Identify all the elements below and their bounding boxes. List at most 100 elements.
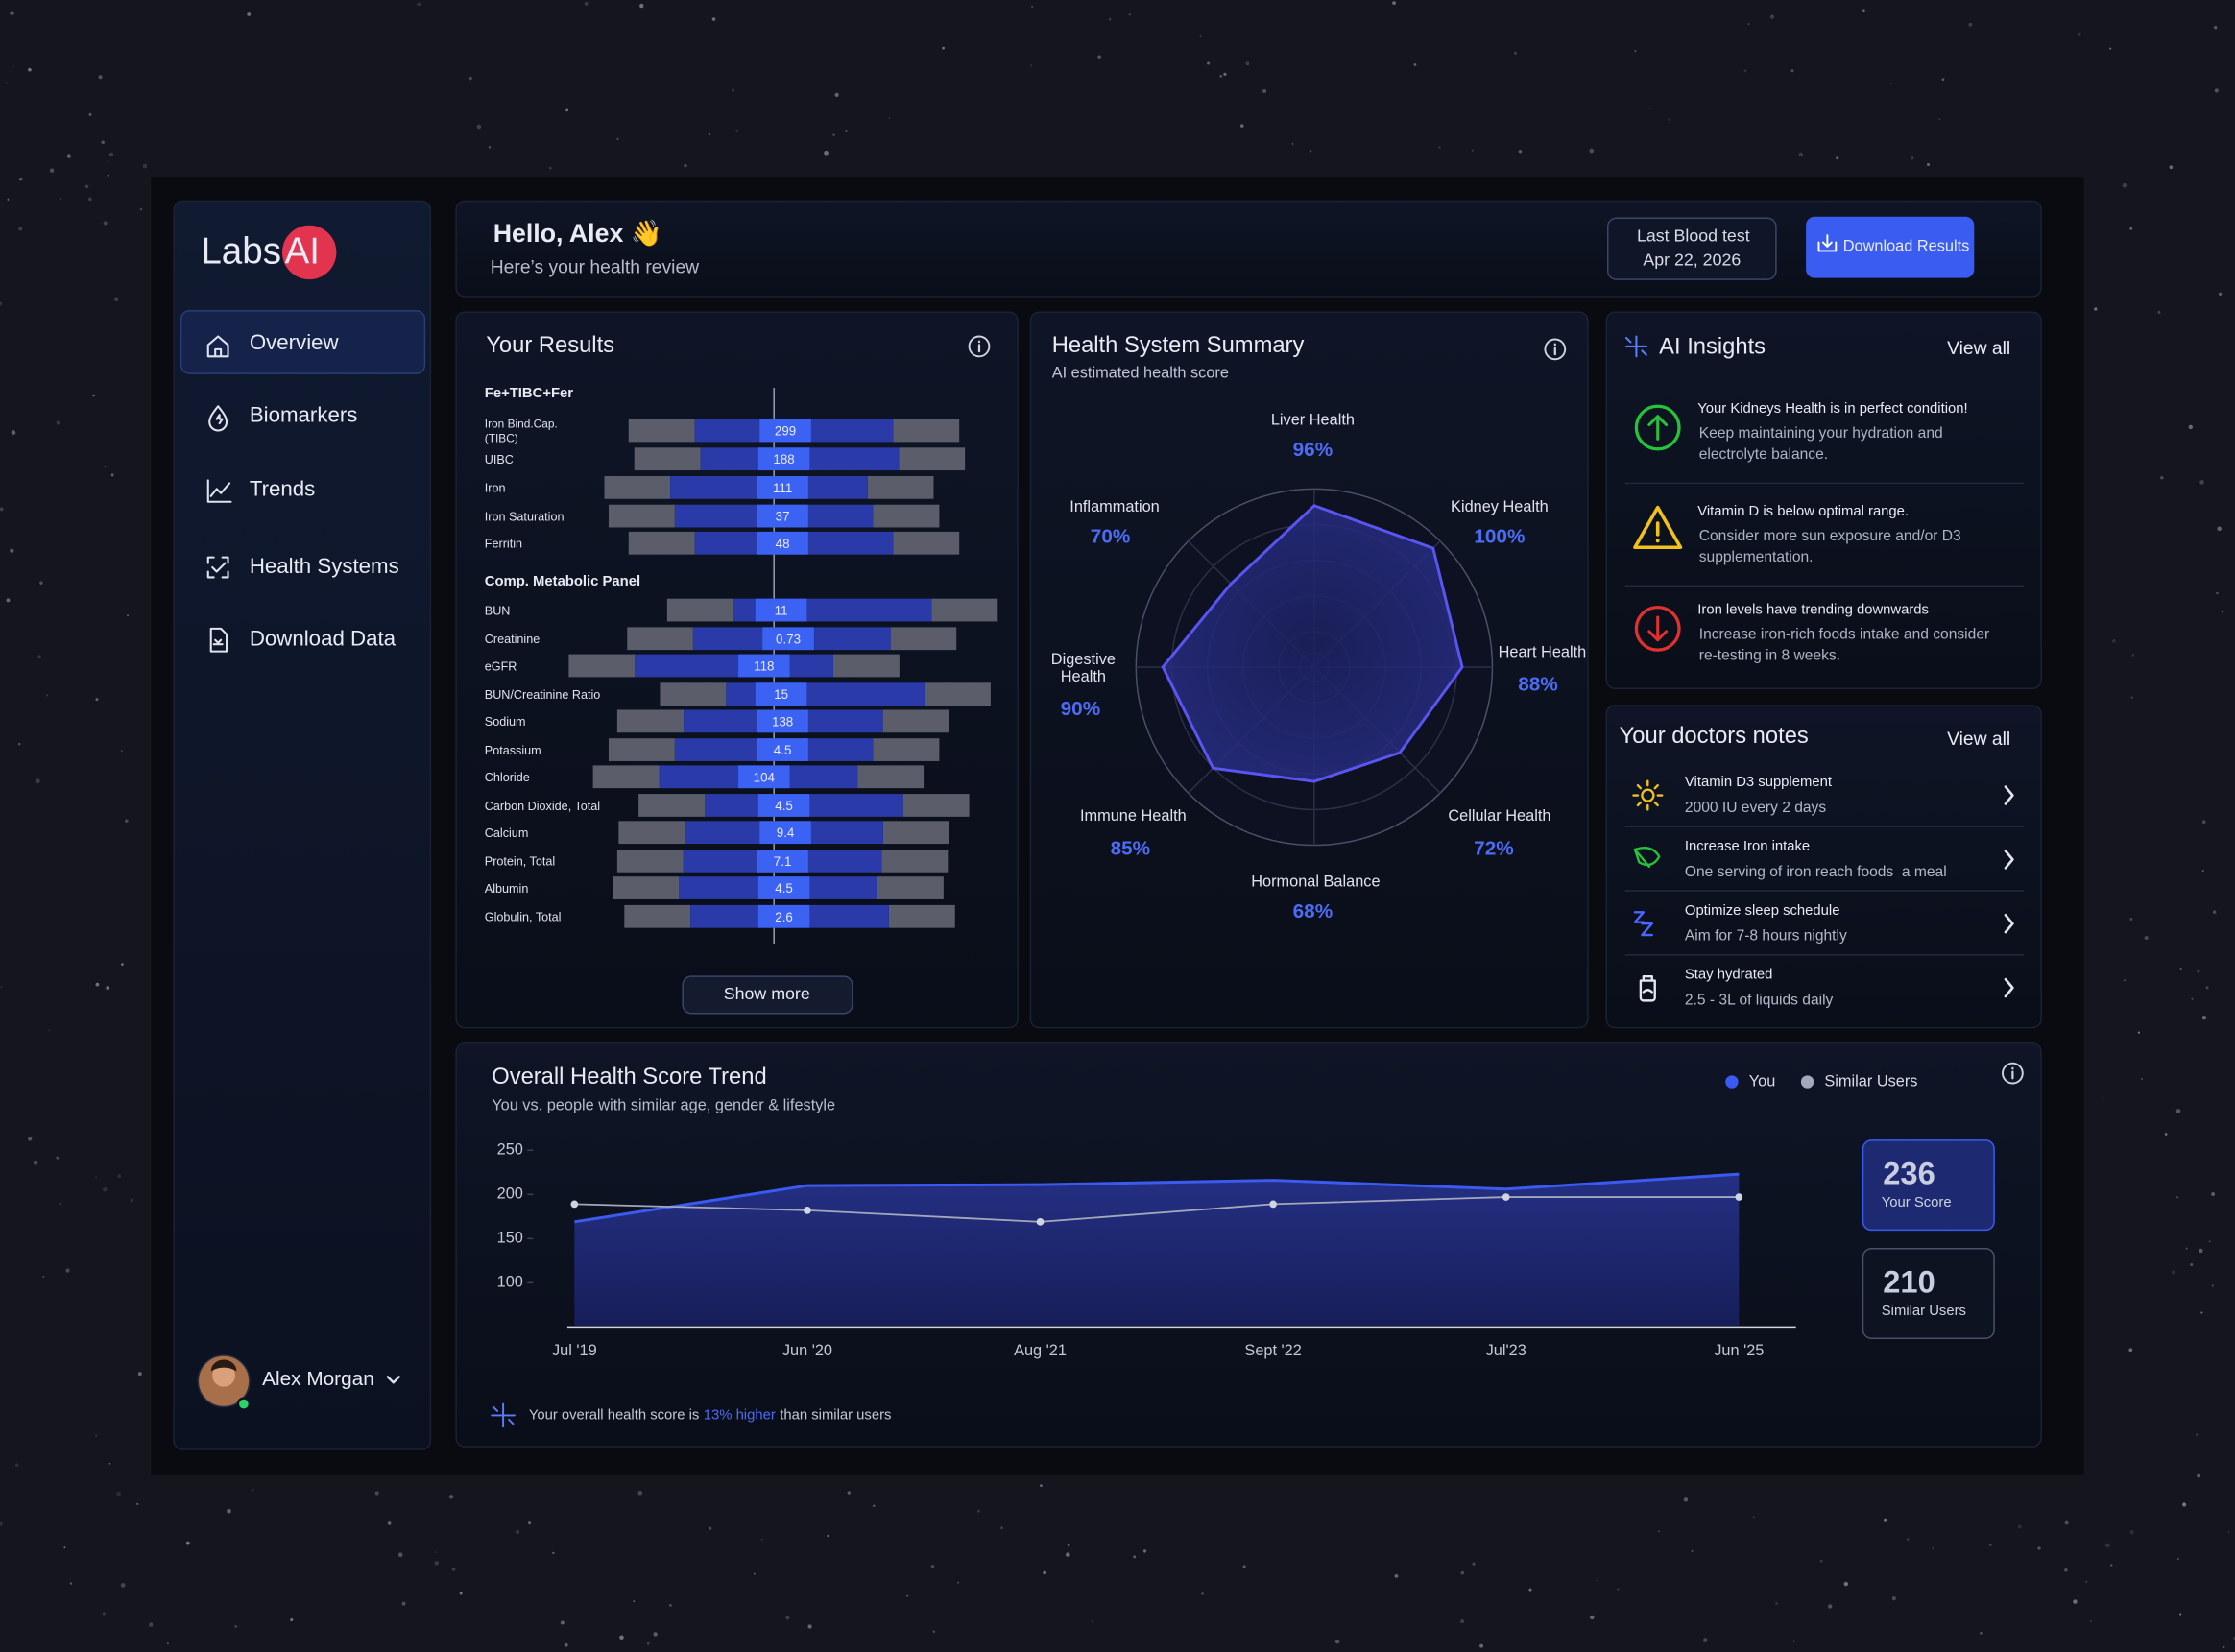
particle <box>1889 82 1892 84</box>
particle <box>646 1641 650 1645</box>
show-more[interactable] <box>682 975 853 1015</box>
particle <box>2205 986 2209 990</box>
note-part: than similar users <box>780 1407 891 1423</box>
particle <box>1843 1581 1849 1587</box>
particle <box>149 1622 154 1627</box>
particle <box>290 1617 294 1622</box>
info-icon[interactable] <box>2002 1062 2024 1085</box>
download-button[interactable] <box>1806 216 1975 278</box>
particle <box>2129 227 2133 230</box>
particle <box>1310 150 1312 153</box>
particle <box>121 963 124 967</box>
particle <box>708 132 711 135</box>
score-label: Similar Users <box>1882 1304 1966 1319</box>
row-label: UIBC <box>485 453 514 467</box>
range-low <box>613 876 680 899</box>
particle <box>957 1581 960 1584</box>
view-all[interactable]: View all <box>1947 730 2010 750</box>
y-tick-label: 100 <box>497 1274 523 1291</box>
info-icon[interactable] <box>1544 338 1567 361</box>
card-subtitle: You vs. people with similar age, gender … <box>492 1097 835 1114</box>
particle <box>834 92 839 97</box>
particle <box>120 750 123 753</box>
nav-item[interactable]: Download Data <box>250 627 397 651</box>
particle <box>59 197 62 201</box>
range-low <box>568 654 636 678</box>
particle <box>113 297 119 302</box>
row-value: 4.5 <box>775 881 793 896</box>
particle <box>451 1568 456 1571</box>
insight-body: Keep maintaining your hydration and elec… <box>1699 425 1943 464</box>
particle <box>88 112 92 116</box>
particle <box>1199 35 1202 37</box>
particle <box>1039 1484 1043 1488</box>
radar-label: Liver Health <box>1271 411 1355 428</box>
value-box <box>755 598 807 622</box>
download-label[interactable]: Download Results <box>1843 237 1970 254</box>
range-high <box>893 419 960 443</box>
row-value: 7.1 <box>774 854 792 869</box>
note-chevron[interactable] <box>2004 785 2014 805</box>
view-all[interactable]: View all <box>1947 339 2010 359</box>
particle <box>2085 1580 2088 1583</box>
particle <box>1596 1579 1598 1582</box>
range-low <box>628 531 695 555</box>
particle <box>56 420 60 425</box>
particle <box>2191 997 2194 1000</box>
label: Last Blood test <box>1637 226 1750 245</box>
particle <box>2164 1133 2168 1136</box>
area <box>574 1174 1740 1326</box>
particle <box>2211 1284 2214 1287</box>
particle <box>2064 1568 2068 1572</box>
show-more-label[interactable]: Show more <box>724 984 810 1003</box>
range-high <box>931 598 998 622</box>
insights-card <box>1605 311 2042 689</box>
particle <box>807 1624 812 1629</box>
particle <box>28 67 32 72</box>
label: Apr 22, 2026 <box>1643 251 1741 270</box>
particle <box>167 1642 169 1645</box>
nav-item[interactable]: Biomarkers <box>250 403 358 427</box>
particle <box>2179 1613 2182 1616</box>
card-title: Health System Summary <box>1052 332 1305 358</box>
nav-item[interactable]: Health Systems <box>250 554 399 578</box>
particle <box>469 76 472 81</box>
particle <box>459 1592 463 1595</box>
nav-item[interactable]: Overview <box>250 330 340 354</box>
particle <box>2131 654 2135 657</box>
particle <box>653 1632 658 1637</box>
value-box <box>757 504 808 528</box>
particle <box>2129 917 2133 921</box>
point <box>804 1207 811 1214</box>
particle <box>2160 476 2164 480</box>
note-chevron[interactable] <box>2004 850 2014 870</box>
row-label: Carbon Dioxide, Total <box>485 800 600 813</box>
particle <box>616 137 619 141</box>
insight-body: Increase iron-rich foods intake and cons… <box>1698 625 1990 664</box>
range-low <box>616 709 685 733</box>
range-low <box>592 765 660 789</box>
nav-icon <box>208 405 228 432</box>
particle <box>56 1156 60 1160</box>
value-box <box>755 682 807 706</box>
range-low <box>624 904 691 928</box>
particle <box>18 177 23 181</box>
radar-label: Heart Health <box>1499 643 1587 660</box>
row-value: 188 <box>773 452 794 467</box>
info-icon[interactable] <box>968 335 991 358</box>
row-label: Chloride <box>485 771 530 784</box>
nav-item[interactable]: Trends <box>250 477 315 501</box>
value-box <box>757 709 808 733</box>
note-chevron[interactable] <box>2004 913 2014 934</box>
particle <box>2195 1433 2199 1436</box>
note-chevron[interactable] <box>2004 977 2014 998</box>
particle <box>95 1176 97 1179</box>
particle <box>1691 1549 1694 1552</box>
particle <box>2200 1311 2203 1314</box>
particle <box>753 1572 756 1575</box>
avatar-face <box>212 1363 235 1387</box>
range-low <box>638 794 706 817</box>
particle <box>10 11 14 16</box>
particle <box>2144 935 2149 941</box>
